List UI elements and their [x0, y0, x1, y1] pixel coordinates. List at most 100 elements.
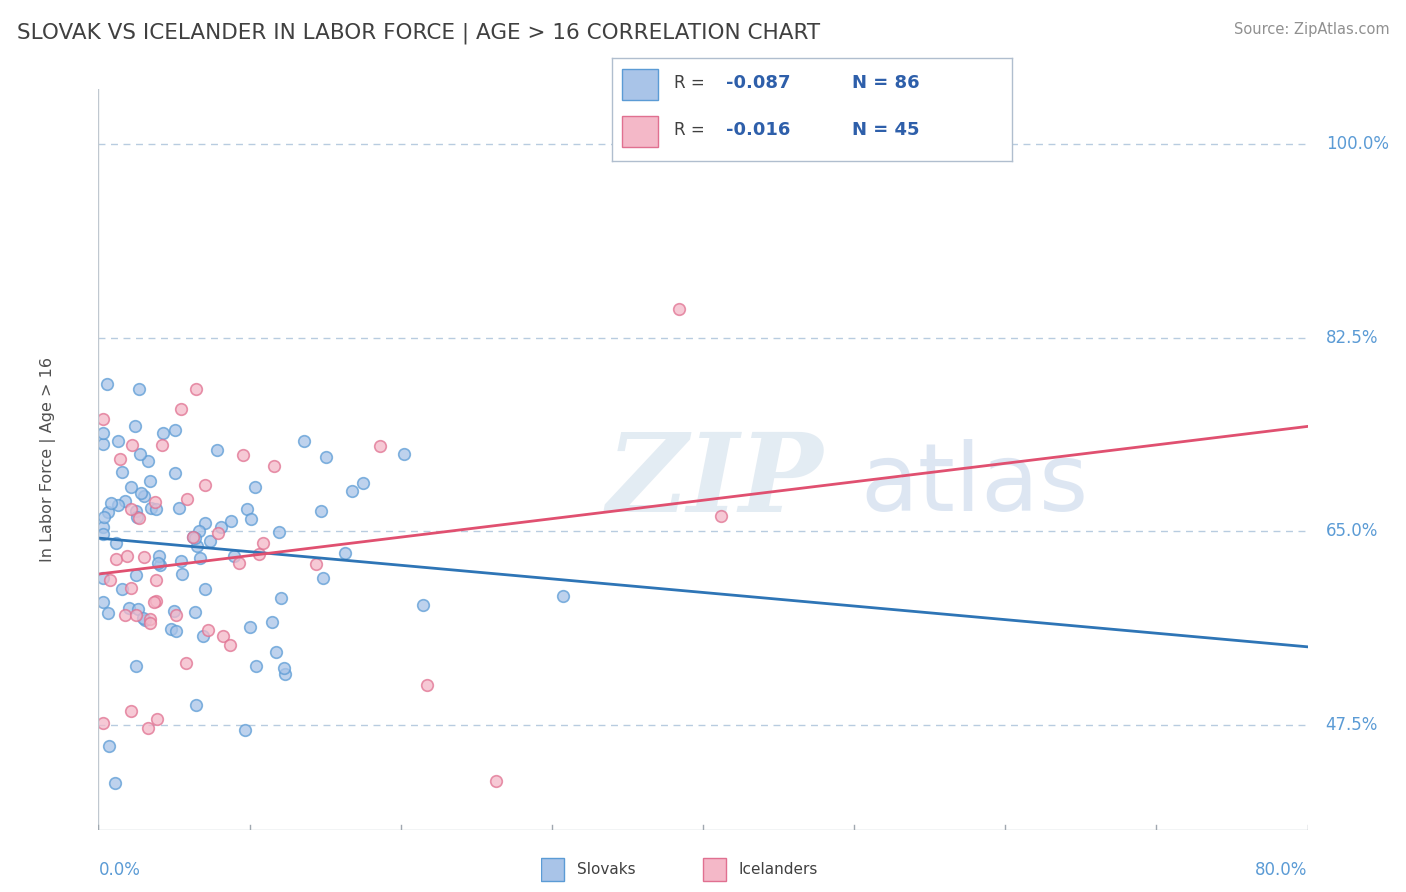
Point: [136, 454, 159, 468]
Point: [120, 480, 142, 494]
FancyBboxPatch shape: [541, 858, 564, 881]
Point: [139, 616, 162, 631]
Text: R =: R =: [673, 120, 710, 139]
Text: 65.0%: 65.0%: [1326, 522, 1378, 541]
Point: [91, 594, 114, 608]
Text: 80.0%: 80.0%: [1256, 861, 1308, 879]
Point: [239, 512, 262, 526]
Point: [91, 571, 114, 585]
FancyBboxPatch shape: [621, 117, 658, 147]
Point: [143, 495, 166, 509]
Point: [207, 525, 229, 540]
Point: [333, 546, 356, 560]
Point: [96, 377, 118, 392]
Point: [309, 503, 332, 517]
Text: -0.016: -0.016: [725, 120, 790, 139]
Text: 47.5%: 47.5%: [1326, 715, 1378, 733]
Point: [232, 449, 254, 463]
Point: [269, 524, 291, 539]
Point: [118, 601, 141, 615]
Point: [97, 504, 120, 518]
Text: R =: R =: [673, 74, 710, 92]
Point: [132, 610, 155, 624]
Point: [181, 530, 204, 544]
Point: [91, 436, 114, 450]
Point: [236, 501, 259, 516]
Point: [219, 638, 242, 652]
Text: SLOVAK VS ICELANDER IN LABOR FORCE | AGE > 16 CORRELATION CHART: SLOVAK VS ICELANDER IN LABOR FORCE | AGE…: [17, 22, 820, 44]
Point: [194, 516, 217, 530]
Point: [152, 426, 174, 441]
Point: [128, 382, 150, 396]
Point: [142, 595, 165, 609]
Point: [270, 591, 292, 605]
Point: [125, 510, 148, 524]
FancyBboxPatch shape: [703, 858, 725, 881]
Text: N = 86: N = 86: [852, 74, 920, 92]
Text: 100.0%: 100.0%: [1326, 136, 1389, 153]
Text: ZIP: ZIP: [606, 428, 823, 535]
Point: [392, 447, 415, 461]
Point: [138, 474, 160, 488]
Point: [114, 494, 136, 508]
Point: [292, 434, 315, 449]
Point: [91, 425, 114, 440]
Point: [149, 558, 172, 572]
Text: 0.0%: 0.0%: [98, 861, 141, 879]
Point: [174, 656, 197, 670]
Point: [170, 401, 193, 416]
Point: [315, 450, 337, 465]
Point: [139, 612, 162, 626]
Point: [212, 629, 235, 643]
Point: [176, 491, 198, 506]
Point: [141, 501, 163, 516]
Text: N = 45: N = 45: [852, 120, 920, 139]
Point: [120, 581, 142, 595]
Point: [124, 504, 146, 518]
Point: [260, 615, 283, 630]
Point: [184, 698, 207, 713]
Point: [136, 722, 159, 736]
Point: [100, 496, 122, 510]
Point: [194, 478, 217, 492]
Point: [186, 382, 208, 396]
Text: In Labor Force | Age > 16: In Labor Force | Age > 16: [39, 357, 56, 562]
Point: [239, 620, 262, 634]
Point: [352, 476, 374, 491]
Point: [125, 608, 148, 623]
Point: [125, 568, 148, 582]
Point: [97, 739, 120, 754]
Point: [233, 723, 256, 737]
Point: [145, 594, 167, 608]
Point: [150, 438, 173, 452]
Point: [107, 498, 129, 512]
Point: [148, 549, 170, 563]
Text: -0.087: -0.087: [725, 74, 790, 92]
Point: [340, 484, 363, 499]
Point: [125, 659, 148, 673]
Point: [274, 666, 297, 681]
Point: [191, 629, 214, 643]
Point: [91, 527, 114, 541]
Point: [121, 438, 143, 452]
Point: [197, 623, 219, 637]
Point: [104, 535, 127, 549]
Text: atlas: atlas: [860, 439, 1088, 532]
Point: [184, 532, 207, 546]
Point: [311, 571, 333, 585]
Point: [146, 712, 169, 726]
Point: [187, 524, 209, 538]
Point: [252, 536, 274, 550]
Text: Source: ZipAtlas.com: Source: ZipAtlas.com: [1233, 22, 1389, 37]
Point: [416, 678, 439, 692]
Point: [129, 447, 152, 461]
Point: [165, 624, 187, 638]
Point: [222, 549, 245, 563]
Text: Icelanders: Icelanders: [738, 863, 818, 877]
Point: [412, 598, 434, 612]
Point: [107, 434, 129, 448]
Point: [172, 566, 194, 581]
Point: [163, 604, 186, 618]
Point: [183, 605, 205, 619]
Point: [134, 489, 156, 503]
